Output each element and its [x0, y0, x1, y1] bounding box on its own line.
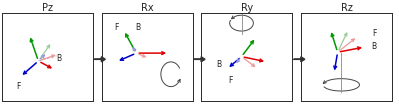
Text: B: B: [136, 23, 141, 32]
Text: F: F: [114, 23, 119, 32]
Text: F: F: [16, 82, 21, 90]
Text: B: B: [56, 54, 61, 62]
Text: B: B: [371, 41, 377, 50]
Title: Rx: Rx: [141, 3, 154, 13]
Text: F: F: [228, 75, 233, 84]
Text: B: B: [216, 60, 221, 69]
Title: Pz: Pz: [42, 3, 53, 13]
Title: Rz: Rz: [341, 3, 353, 13]
Text: F: F: [372, 29, 376, 38]
Title: Ry: Ry: [241, 3, 253, 13]
